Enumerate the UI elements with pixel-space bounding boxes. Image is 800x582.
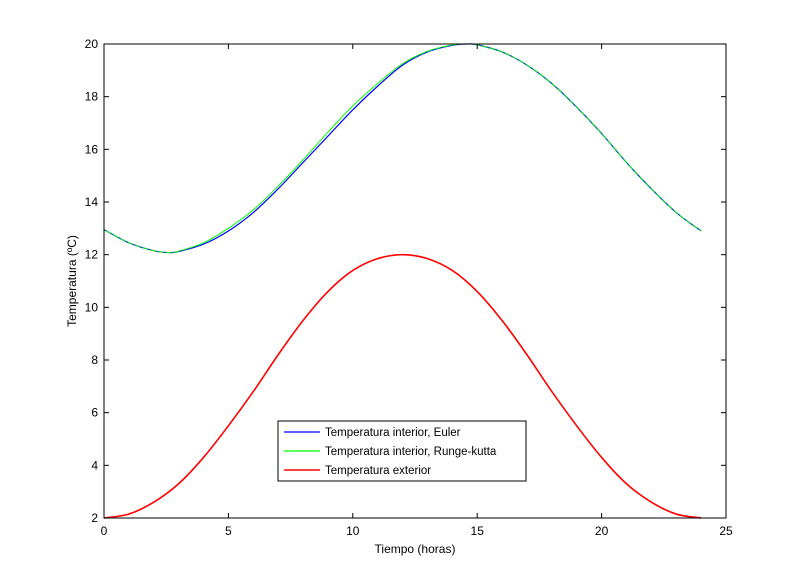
y-tick-label: 6 xyxy=(91,406,98,420)
y-tick-label: 14 xyxy=(85,195,99,209)
axes xyxy=(103,43,727,519)
y-tick-label: 20 xyxy=(85,37,99,51)
x-tick-label: 5 xyxy=(225,524,232,538)
series-line-3 xyxy=(103,253,702,519)
x-axis-label: Tiempo (horas) xyxy=(375,542,456,556)
legend-label-2: Temperatura interior, Runge-kutta xyxy=(325,446,497,458)
x-tick-label: 10 xyxy=(346,524,360,538)
legend: Temperatura interior, Euler Temperatura i… xyxy=(277,420,527,482)
axes-frame xyxy=(103,43,727,519)
x-tick-label: 25 xyxy=(719,524,733,538)
y-tick-label: 10 xyxy=(85,300,99,314)
x-tick-label: 0 xyxy=(101,524,108,538)
y-axis-label: Temperatura (ºC) xyxy=(65,235,79,327)
legend-label-1: Temperatura interior, Euler xyxy=(325,427,461,439)
x-tick-label: 15 xyxy=(471,524,485,538)
y-tick-label: 12 xyxy=(85,248,99,262)
y-tick-label: 4 xyxy=(91,458,98,472)
series-group xyxy=(103,43,702,519)
y-ticks: 2 4 6 8 10 12 14 16 18 20 xyxy=(85,37,726,525)
x-ticks: 0 5 10 15 20 25 xyxy=(101,44,733,538)
y-tick-label: 2 xyxy=(91,511,98,525)
y-tick-label: 8 xyxy=(91,353,98,367)
y-tick-label: 18 xyxy=(85,90,99,104)
legend-label-3: Temperatura exterior xyxy=(325,465,431,477)
series-line-2 xyxy=(103,43,702,254)
y-tick-label: 16 xyxy=(85,142,99,156)
x-tick-label: 20 xyxy=(595,524,609,538)
